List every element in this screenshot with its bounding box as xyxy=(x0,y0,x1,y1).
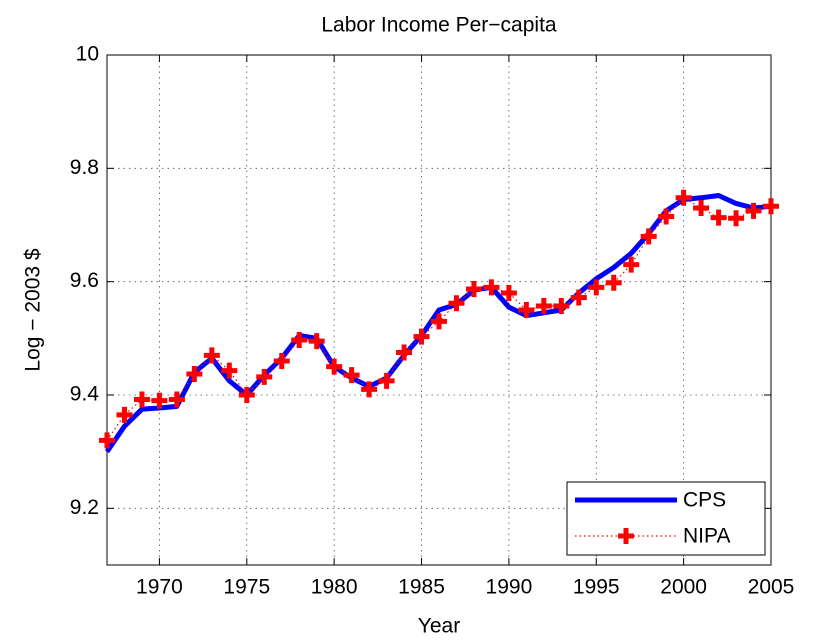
marker xyxy=(518,302,535,318)
marker xyxy=(553,298,570,315)
marker xyxy=(133,391,150,408)
x-tick-label: 2000 xyxy=(660,576,707,599)
chart-title: Labor Income Per−capita xyxy=(321,14,557,37)
marker xyxy=(186,366,203,383)
marker xyxy=(570,289,587,306)
marker xyxy=(361,381,378,398)
marker xyxy=(745,202,762,219)
marker xyxy=(151,392,168,409)
marker xyxy=(675,189,692,206)
marker xyxy=(640,228,657,245)
marker xyxy=(605,274,622,291)
x-tick-label: 1985 xyxy=(398,576,445,599)
legend-marker xyxy=(618,528,634,544)
marker xyxy=(500,285,517,301)
y-tick-label: 10 xyxy=(76,43,99,66)
marker xyxy=(168,391,185,408)
marker xyxy=(256,368,273,385)
marker xyxy=(308,333,325,350)
marker xyxy=(396,344,413,361)
marker xyxy=(448,295,465,312)
marker xyxy=(116,406,133,423)
marker xyxy=(658,208,675,225)
plot-frame xyxy=(106,54,772,566)
legend-label: NIPA xyxy=(683,525,730,548)
x-tick-label: 1980 xyxy=(311,576,358,599)
marker xyxy=(343,367,360,384)
x-axis-label: Year xyxy=(418,615,460,638)
marker xyxy=(203,347,220,364)
marker xyxy=(763,198,779,215)
y-tick-label: 9.4 xyxy=(70,383,100,406)
marker xyxy=(588,279,605,296)
marker xyxy=(728,210,745,227)
y-tick-label: 9.8 xyxy=(70,156,99,179)
marker xyxy=(413,328,430,345)
marker xyxy=(535,298,552,315)
x-tick-label: 1970 xyxy=(136,576,183,599)
marker xyxy=(291,332,308,349)
marker xyxy=(465,281,482,298)
legend-box xyxy=(566,481,766,556)
marker xyxy=(378,372,395,389)
y-axis-label: Log − 2003 $ xyxy=(22,248,45,372)
marker xyxy=(483,279,500,296)
x-tick-label: 1995 xyxy=(573,576,620,599)
marker xyxy=(693,200,710,216)
marker xyxy=(326,358,343,375)
y-tick-label: 9.6 xyxy=(70,269,99,292)
marker xyxy=(221,362,238,379)
x-tick-label: 1990 xyxy=(486,576,533,599)
y-tick-label: 9.2 xyxy=(70,496,99,519)
marker xyxy=(273,353,290,369)
legend-label: CPS xyxy=(683,489,726,512)
marker xyxy=(238,387,255,403)
marker xyxy=(710,209,727,226)
x-tick-label: 2005 xyxy=(748,576,795,599)
x-tick-label: 1975 xyxy=(223,576,270,599)
marker xyxy=(99,432,115,449)
marker xyxy=(431,313,447,330)
marker xyxy=(623,256,640,273)
